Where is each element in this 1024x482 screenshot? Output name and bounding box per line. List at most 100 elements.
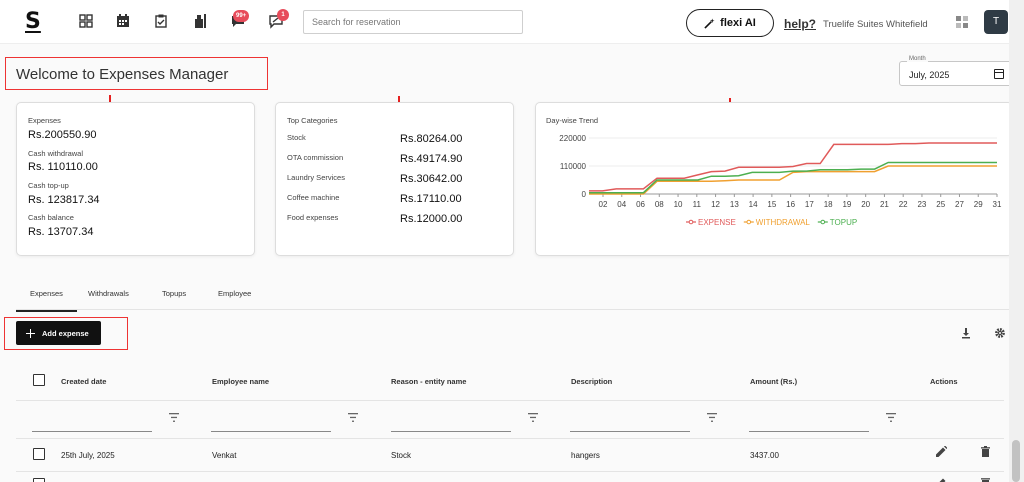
edit-pencil-icon[interactable] (936, 446, 947, 457)
housekeeping-icon[interactable] (192, 13, 208, 29)
trend-card: Day-wise Trend 0 110000 220000 02 04 06 08 10 11… (535, 102, 1013, 256)
x-tick-label: 19 (842, 200, 851, 209)
calendar-icon[interactable] (994, 69, 1004, 79)
category-label: Laundry Services (287, 173, 345, 182)
summary-label: Cash withdrawal (28, 149, 84, 158)
property-name[interactable]: Truelife Suites Whitefield (823, 19, 928, 30)
scrollbar-track[interactable] (1009, 0, 1024, 482)
column-header[interactable]: Reason - entity name (391, 377, 467, 386)
flexi-ai-button[interactable]: flexi AI (686, 9, 774, 37)
x-tick-label: 17 (805, 200, 814, 209)
tab-expenses[interactable]: Expenses (16, 289, 77, 312)
row-checkbox[interactable] (33, 478, 45, 482)
summary-value: Rs.200550.90 (28, 129, 97, 141)
series-line-topup (589, 161, 997, 194)
x-tick-label: 20 (861, 200, 870, 209)
x-tick-label: 21 (880, 200, 889, 209)
filter-icon[interactable] (528, 413, 538, 422)
filter-icon[interactable] (886, 413, 896, 422)
filter-icon[interactable] (707, 413, 717, 422)
scrollbar-thumb[interactable] (1012, 440, 1020, 482)
add-expense-label: Add expense (42, 328, 89, 338)
delete-trash-icon[interactable] (980, 477, 991, 482)
filter-input[interactable] (749, 431, 869, 432)
divider (16, 471, 1004, 472)
x-tick-label: 10 (674, 200, 683, 209)
summary-label: Cash top-up (28, 181, 69, 190)
category-value: Rs.49174.90 (400, 153, 463, 165)
help-link[interactable]: help? (784, 17, 816, 31)
download-icon[interactable] (960, 327, 972, 339)
category-label: Stock (287, 133, 306, 142)
top-categories-title: Top Categories (287, 116, 338, 125)
delete-trash-icon[interactable] (980, 446, 991, 457)
flexi-ai-label: flexi AI (720, 17, 756, 29)
month-label: Month (907, 56, 928, 62)
divider (16, 438, 1004, 439)
x-tick-label: 18 (824, 200, 833, 209)
summary-value: Rs. 13707.34 (28, 226, 94, 238)
legend-label: WITHDRAWAL (756, 218, 811, 227)
series-line-expense (589, 142, 997, 192)
app-logo[interactable]: S (25, 9, 41, 34)
filter-input[interactable] (391, 431, 511, 432)
calendar-icon[interactable] (115, 13, 131, 29)
magic-wand-icon (704, 17, 715, 29)
settings-gear-icon[interactable] (994, 327, 1006, 339)
summary-label: Cash balance (28, 213, 74, 222)
x-tick-label: 31 (993, 200, 1002, 209)
category-value: Rs.12000.00 (400, 213, 463, 225)
cell-created-date: 25th July, 2025 (61, 451, 115, 460)
x-tick-label: 08 (655, 200, 664, 209)
filter-icon[interactable] (348, 413, 358, 422)
tab-employee[interactable]: Employee (218, 289, 252, 298)
user-avatar[interactable]: T (984, 10, 1008, 34)
filter-input[interactable] (211, 431, 331, 432)
filter-icon[interactable] (169, 413, 179, 422)
category-value: Rs.30642.00 (400, 173, 463, 185)
tab-withdrawals[interactable]: Withdrawals (88, 289, 129, 298)
messages-badge: 99+ (233, 10, 250, 22)
x-tick-label: 16 (786, 200, 795, 209)
category-label: Food expenses (287, 213, 339, 222)
page-title-box: Welcome to Expenses Manager (5, 57, 268, 90)
y-tick-label: 0 (582, 190, 587, 199)
column-header[interactable]: Amount (Rs.) (750, 377, 798, 386)
category-value: Rs.17110.00 (400, 193, 462, 205)
select-all-checkbox[interactable] (33, 374, 45, 386)
column-header[interactable]: Employee name (212, 377, 270, 386)
x-tick-label: 27 (955, 200, 964, 209)
filter-input[interactable] (570, 431, 690, 432)
column-header[interactable]: Created date (61, 377, 107, 386)
plus-icon (26, 328, 35, 338)
y-tick-label: 220000 (559, 134, 586, 143)
x-tick-label: 04 (617, 200, 626, 209)
clipboard-check-icon[interactable] (153, 13, 169, 29)
apps-grid-icon[interactable] (956, 16, 968, 28)
add-expense-button[interactable]: Add expense (16, 321, 101, 345)
cell-reason: Stock (391, 451, 412, 460)
summary-label: Expenses (28, 116, 61, 125)
dashboard-icon[interactable] (78, 13, 94, 29)
tab-topups[interactable]: Topups (162, 289, 187, 298)
legend-label: TOPUP (830, 218, 857, 227)
search-input[interactable] (303, 10, 523, 34)
category-label: Coffee machine (287, 193, 340, 202)
category-value: Rs.80264.00 (400, 133, 463, 145)
legend-marker (688, 219, 694, 225)
series-line-withdrawal (589, 165, 997, 195)
legend-label: EXPENSE (698, 218, 736, 227)
month-picker[interactable]: Month July, 2025 (899, 56, 1012, 86)
chart-title: Day-wise Trend (546, 116, 599, 125)
top-bar: S 99+ 1 flexi AI help? Truelife (0, 0, 1009, 44)
row-checkbox[interactable] (33, 448, 45, 460)
summary-card: Expenses Rs.200550.90 Cash withdrawal Rs… (16, 102, 255, 256)
trend-chart: 0 110000 220000 02 04 06 08 10 11 12 13 14 15 16 17 18 1… (559, 134, 1002, 227)
add-expense-highlight (4, 317, 128, 350)
column-header[interactable]: Description (571, 377, 613, 386)
x-tick-label: 23 (917, 200, 926, 209)
y-tick-label: 110000 (560, 162, 587, 171)
x-tick-label: 29 (974, 200, 983, 209)
edit-pencil-icon[interactable] (936, 477, 947, 482)
filter-input[interactable] (32, 431, 152, 432)
